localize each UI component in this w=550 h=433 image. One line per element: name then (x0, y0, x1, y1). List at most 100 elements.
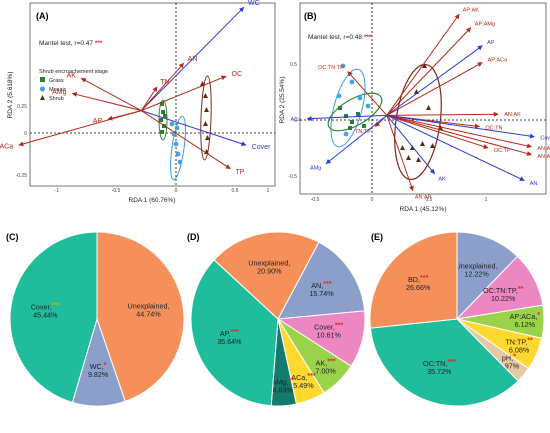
arrow-label-aca: ACa (0, 144, 13, 151)
ytick-b: -0.5 (288, 174, 297, 180)
pie-label-oc-tn: OC:TN,*** 35.72% (423, 357, 456, 376)
point-grass (350, 120, 354, 124)
arrows-b: AP:AK AP:AMg AP AP:ACa OC:TN:TP AN:AK ACa TN:TP… (291, 7, 550, 200)
point-grass (160, 130, 164, 134)
ytick-b: 0 (294, 118, 297, 124)
xlabel-b: RDA 1 (45.12%) (400, 206, 447, 213)
pie-slice-bd (369, 231, 458, 329)
pie-label-cover: Cover,*** 45.44% (31, 301, 60, 320)
point-mosaic (175, 151, 181, 157)
arrow-oc (141, 75, 227, 112)
pie-label-ap-aca: AP:ACa,* 6.12% (510, 310, 541, 329)
pie-slice-ap (190, 259, 279, 407)
ellipse-shrub-b (394, 63, 442, 181)
arrow-label-an: AN (188, 56, 198, 63)
arrow-aca (18, 110, 142, 147)
pie-slice-oc-tn (369, 318, 519, 407)
point-shrub (430, 143, 435, 148)
xtick-b: 0.5 (426, 197, 433, 203)
point-shrub (422, 63, 427, 68)
points-grass-b (338, 106, 366, 130)
point-shrub (416, 157, 421, 162)
point-mosaic (349, 79, 355, 85)
arrow-an-amg (386, 114, 533, 149)
mantel-text-a: Mantel test, r=0.47 *** (39, 40, 103, 47)
point-shrub (203, 93, 208, 98)
plot-frame-b (299, 2, 547, 195)
point-grass (159, 118, 163, 122)
point-mosaic (169, 121, 175, 127)
arrow-label-oc-tn-tp: OC:TN:TP (318, 65, 344, 71)
pie-label-wc: WC,* 9.82% (88, 360, 109, 379)
arrow-aca (306, 114, 387, 122)
arrow-label-amg: AMg (310, 165, 321, 171)
arrow-label-oc-tn: OC:TN (485, 125, 502, 131)
arrow-label-wc: WC (248, 0, 260, 7)
panel-label-a: (A) (36, 11, 49, 21)
arrow-tp (141, 110, 231, 170)
pie-label-bd: BD,*** 26.66% (406, 273, 431, 292)
legend-title-a: Shrub encroachement stage (39, 69, 108, 75)
pie-label-ph: pH,* 2.97% (499, 352, 520, 371)
arrow-cover (141, 110, 247, 147)
arrow-an (140, 62, 185, 111)
xtick-b: -0.5 (311, 197, 320, 203)
ticks-a: 0.25 0 -0.25 -1 -0.5 0 0.5 1 (16, 104, 270, 194)
pie-label-aca: ACa,*** 5.49% (291, 371, 316, 390)
arrow-label-tn: TN (160, 79, 169, 86)
arrow-label-oc: OC (232, 71, 243, 78)
pie-slice-cover (9, 231, 98, 404)
arrow-an-ap (386, 115, 414, 192)
point-mosaic (343, 131, 349, 137)
arrow-tn (140, 86, 158, 111)
pie-label-amg: AMg,** 4.63% (271, 376, 294, 395)
arrow-an-aca (386, 114, 533, 156)
arrow-label-ap: AP (487, 40, 495, 46)
pie-label-tn-tp: TN:TP,** 6.08% (505, 335, 533, 354)
pie-label-ak: AK,*** 7.00% (315, 356, 336, 375)
pie-slice-unexplained (96, 231, 185, 402)
arrow-amg (71, 92, 142, 112)
point-grass (348, 126, 352, 130)
arrow-cover (386, 114, 535, 139)
arrows-a: WC AN OC TN AK AMg AP ACa Cover TP (0, 0, 271, 176)
point-shrub (406, 155, 411, 160)
pie-chart-e: (E) Unexplained, 12.22% OC:TN:TP,** 10.22% AP… (369, 231, 545, 407)
xtick-a: 0 (175, 188, 178, 194)
pie-label-unexplained: Unexplained, 12.22% (456, 262, 498, 279)
arrow-an-ak (386, 111, 499, 117)
pie-chart-c: (C) Unexplained, 44.74% WC,* 9.82% Cover,*** 4… (6, 231, 185, 407)
pie-label-cover: Cover,*** 10.61% (314, 320, 343, 339)
panel-label-d: (D) (187, 232, 200, 242)
pie-label-unexplained: Unexplained, 20.90% (248, 259, 290, 276)
ytick-b: 0.5 (290, 62, 297, 68)
legend-swatch-mosaic (39, 86, 46, 92)
arrow-an (386, 114, 525, 181)
point-shrub (420, 141, 425, 146)
pie-slice-unexplained (213, 231, 320, 320)
point-mosaic (340, 63, 346, 69)
point-mosaic (174, 125, 180, 131)
arrow-ak (80, 77, 142, 112)
point-shrub (205, 135, 210, 140)
xlabel-a: RDA 1 (60.76%) (129, 197, 176, 204)
ytick-a: 0 (24, 131, 27, 137)
xtick-b: 0 (371, 197, 374, 203)
panel-label-e: (E) (371, 232, 383, 242)
panel-label-c: (C) (6, 232, 19, 242)
arrow-label-amg: AMg (52, 89, 67, 96)
pie-slice-an (277, 241, 366, 320)
arrow-oc-tp (386, 114, 489, 149)
point-grass (356, 112, 360, 116)
arrow-label-ap-ak: AP:AK (463, 7, 480, 13)
xtick-a: 1 (267, 188, 270, 194)
legend-swatch-shrub (40, 95, 45, 100)
arrow-label-an-ap: AN:AP (415, 194, 432, 200)
xtick-a: -0.5 (112, 188, 121, 194)
ellipse-grass-b (327, 92, 383, 132)
arrow-amg (325, 114, 388, 165)
point-grass (160, 102, 164, 106)
arrow-label-ak: AK (67, 73, 77, 80)
point-grass (338, 106, 342, 110)
